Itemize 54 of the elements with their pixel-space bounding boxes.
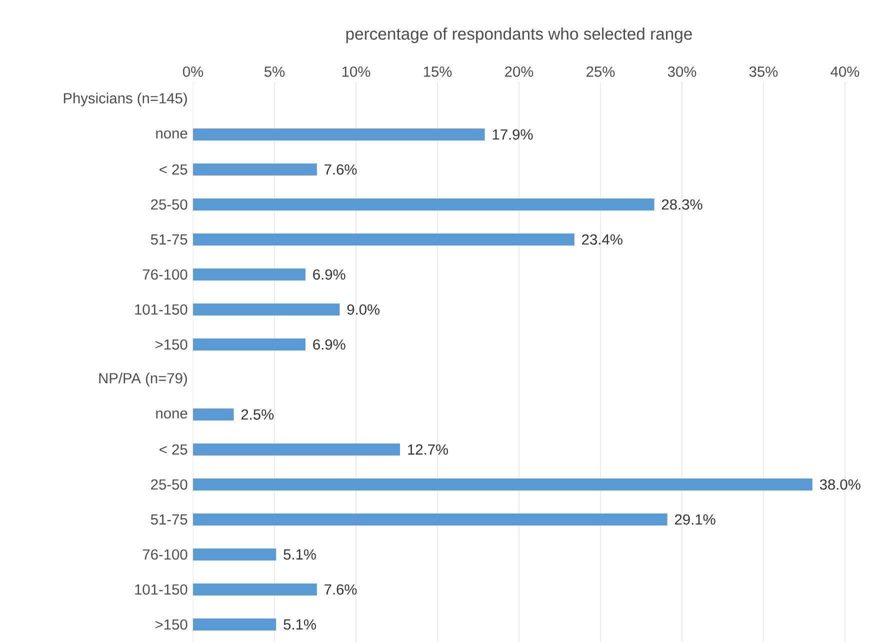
x-tick-label: 20%: [505, 66, 534, 77]
x-tick-label: 25%: [586, 66, 615, 77]
bar: [193, 443, 400, 456]
x-tick-label: 10%: [342, 66, 370, 77]
bar: [193, 408, 234, 420]
data-label: 28.3%: [662, 199, 702, 210]
y-tick-label: NP/PA (n=79): [99, 372, 187, 386]
y-tick-label: 51-75: [150, 234, 188, 245]
data-label: 38.0%: [820, 479, 860, 490]
data-label: 7.6%: [324, 584, 357, 595]
x-tick-label: 15%: [424, 66, 452, 77]
bar: [193, 268, 306, 280]
y-tick-label: 101-150: [135, 584, 188, 595]
data-label: 12.7%: [408, 444, 448, 455]
x-axis-title: percentage of respondants who selected range: [346, 28, 692, 44]
bar: [193, 233, 574, 246]
bar: [193, 478, 812, 490]
bar: [193, 548, 276, 560]
y-tick-label: none: [156, 410, 188, 419]
y-tick-label: >150: [156, 339, 188, 350]
data-label: 23.4%: [582, 234, 622, 245]
data-label: 7.6%: [324, 164, 357, 175]
bar: [193, 618, 276, 630]
x-tick-label: 35%: [749, 66, 778, 77]
y-tick-label: 25-50: [151, 199, 188, 210]
y-tick-label: 51-75: [150, 514, 188, 525]
y-tick-label: 76-100: [142, 269, 188, 280]
bar: [193, 128, 485, 140]
y-tick-label: none: [156, 130, 188, 139]
y-tick-label: 25-50: [151, 479, 188, 490]
y-tick-label: Physicians (n=145): [64, 92, 187, 106]
y-tick-label: < 25: [160, 164, 188, 175]
data-label: 5.1%: [284, 619, 316, 630]
x-tick-label: 0%: [182, 66, 204, 77]
y-tick-label: 76-100: [142, 549, 188, 560]
x-tick-label: 5%: [264, 66, 285, 77]
bar: [193, 303, 340, 316]
data-label: 6.9%: [313, 339, 346, 350]
y-tick-label: 101-150: [135, 304, 188, 315]
x-tick-label: 40%: [830, 66, 860, 77]
data-label: 5.1%: [284, 549, 316, 560]
bar: [193, 338, 306, 350]
bar: [193, 164, 317, 176]
data-label: 6.9%: [313, 269, 346, 280]
bar: [193, 583, 317, 596]
data-label: 17.9%: [492, 129, 533, 140]
y-tick-label: >150: [156, 619, 188, 630]
data-label: 29.1%: [674, 514, 716, 525]
bar: [193, 198, 654, 210]
data-label: 2.5%: [241, 409, 274, 420]
data-label: 9.0%: [347, 304, 380, 315]
bar: [193, 513, 668, 526]
x-tick-label: 30%: [668, 66, 696, 77]
y-tick-label: < 25: [160, 444, 188, 455]
